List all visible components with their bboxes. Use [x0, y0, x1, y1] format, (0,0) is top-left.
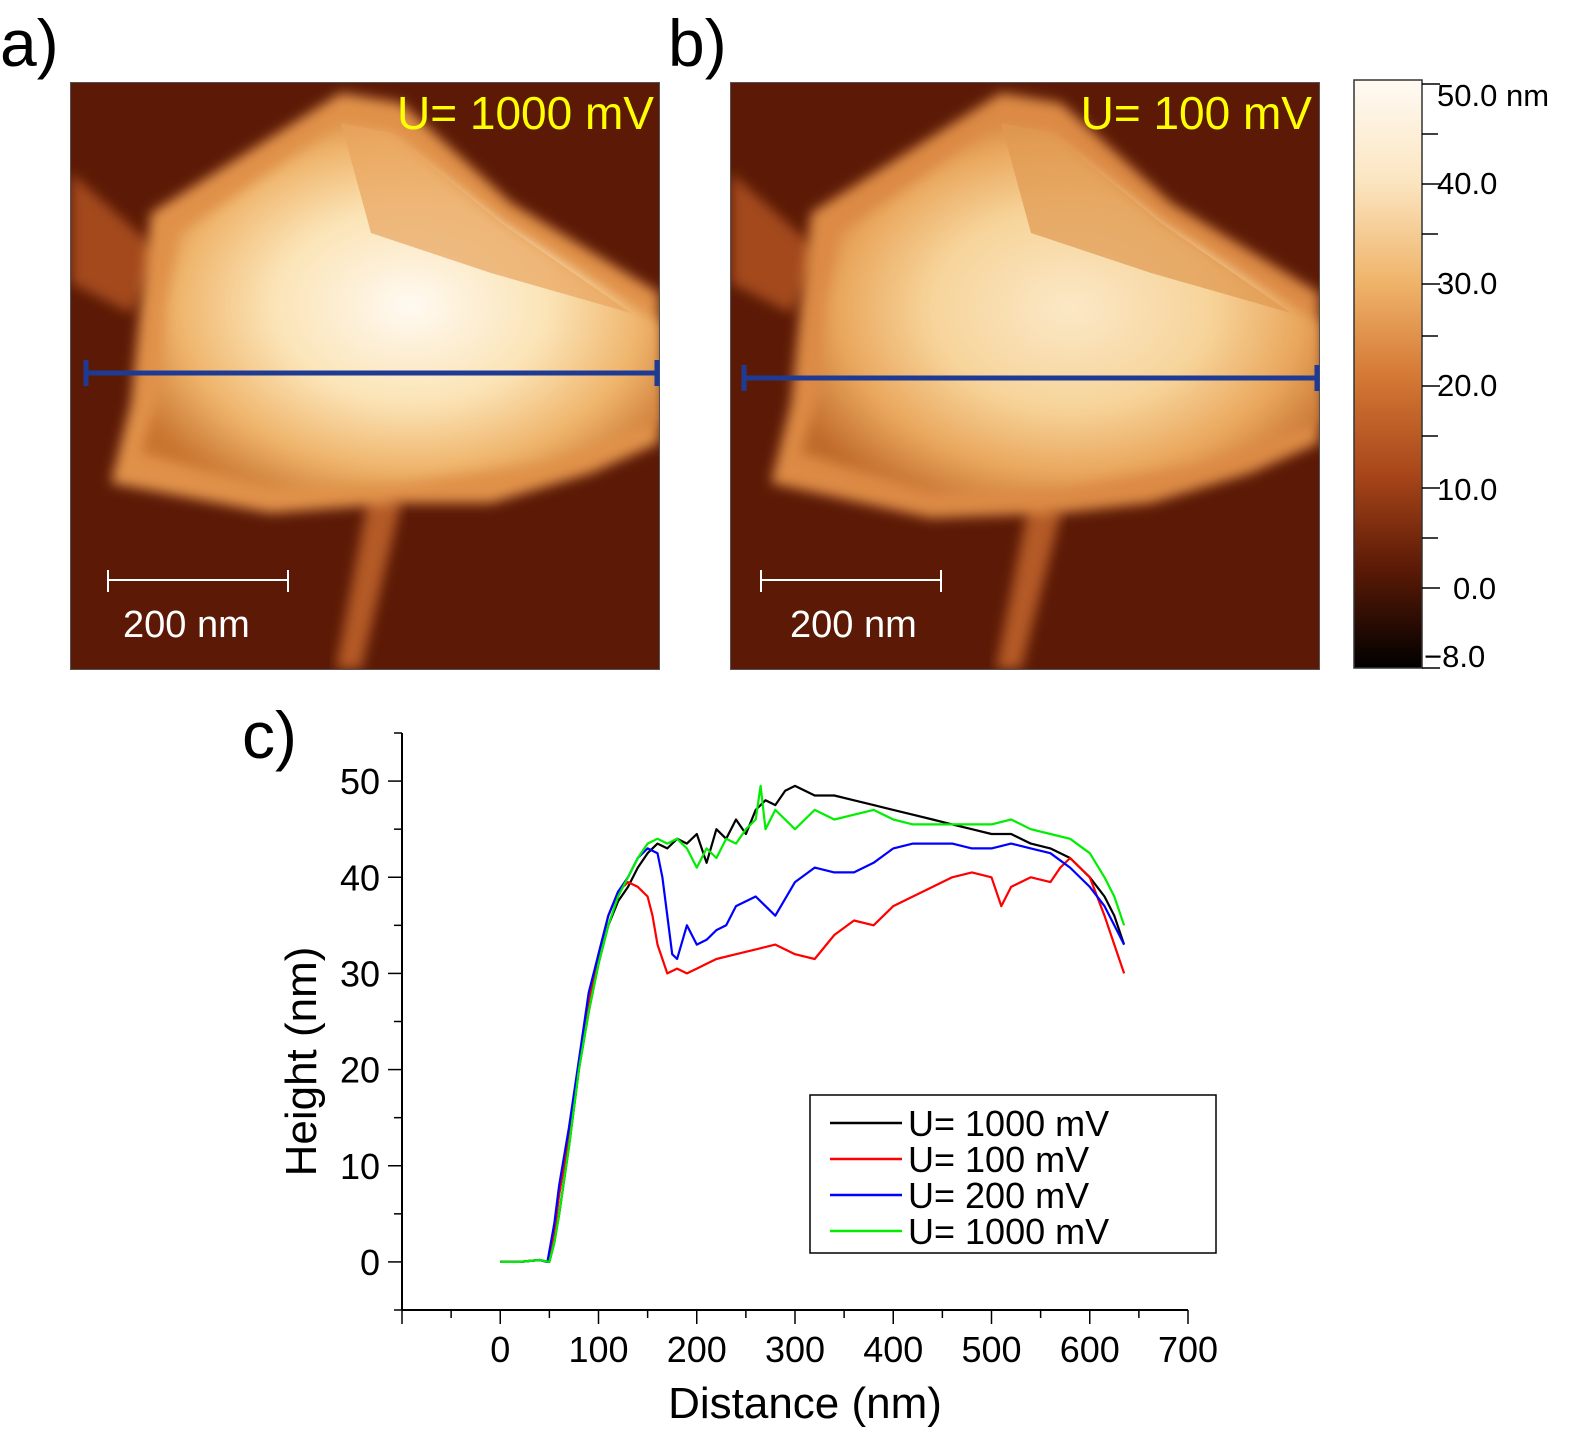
scale-bar-label-b: 200 nm — [790, 604, 917, 646]
chart-axes: 0 100 200 300 400 500 600 700 0 10 20 30 40 50 Distanc… — [277, 732, 1218, 1428]
colorbar — [1353, 79, 1440, 669]
colorbar-label-30: 30.0 — [1437, 266, 1498, 301]
afm-topography-a — [71, 83, 659, 669]
x-tick-label: 400 — [863, 1329, 923, 1370]
legend-label-0: U= 1000 mV — [908, 1103, 1109, 1144]
colorbar-ticks — [1422, 83, 1440, 669]
panel-c-letter: c) — [242, 698, 297, 772]
x-tick-label: 600 — [1060, 1329, 1120, 1370]
y-tick-label: 50 — [340, 761, 380, 802]
y-tick-label: 10 — [340, 1146, 380, 1187]
x-axis-label: Distance (nm) — [668, 1379, 942, 1428]
x-tick-label: 0 — [490, 1329, 510, 1370]
x-tick-label: 100 — [568, 1329, 628, 1370]
x-tick-label: 300 — [765, 1329, 825, 1370]
y-tick-label: 0 — [360, 1242, 380, 1283]
legend-label-2: U= 200 mV — [908, 1175, 1089, 1216]
y-tick-label: 20 — [340, 1050, 380, 1091]
y-tick-label: 40 — [340, 857, 380, 898]
voltage-label-a: U= 1000 mV — [397, 87, 654, 139]
scale-bar-b — [760, 570, 942, 592]
chart-series — [500, 784, 1126, 1264]
colorbar-label-0: 0.0 — [1453, 571, 1497, 606]
colorbar-label-40: 40.0 — [1437, 166, 1498, 201]
legend-box — [809, 1094, 1217, 1254]
scale-bar-label-a: 200 nm — [123, 604, 250, 646]
line-cut-b — [741, 365, 1320, 391]
x-tick-label: 200 — [667, 1329, 727, 1370]
colorbar-label-50: 50.0 nm — [1437, 78, 1550, 113]
y-axis-label: Height (nm) — [277, 947, 326, 1177]
chart-legend: U= 1000 mVU= 100 mVU= 200 mVU= 1000 mV — [809, 1094, 1217, 1254]
legend-label-1: U= 100 mV — [908, 1139, 1089, 1180]
colorbar-label-min: −8.0 — [1424, 639, 1486, 674]
panel-a-letter: a) — [0, 6, 59, 80]
legend-label-3: U= 1000 mV — [908, 1211, 1109, 1252]
series-line-3 — [500, 784, 1126, 1264]
scale-bar-a — [107, 570, 289, 592]
afm-overlay — [83, 360, 1320, 592]
afm-image-a — [70, 82, 660, 670]
voltage-label-b: U= 100 mV — [1080, 87, 1312, 139]
series-line-2 — [500, 842, 1126, 1264]
x-tick-label: 500 — [961, 1329, 1021, 1370]
colorbar-label-20: 20.0 — [1437, 368, 1498, 403]
panel-b-letter: b) — [668, 6, 727, 80]
line-cut-a — [83, 360, 660, 386]
x-tick-label: 700 — [1158, 1329, 1218, 1370]
colorbar-label-10: 10.0 — [1437, 472, 1498, 507]
y-tick-label: 30 — [340, 953, 380, 994]
